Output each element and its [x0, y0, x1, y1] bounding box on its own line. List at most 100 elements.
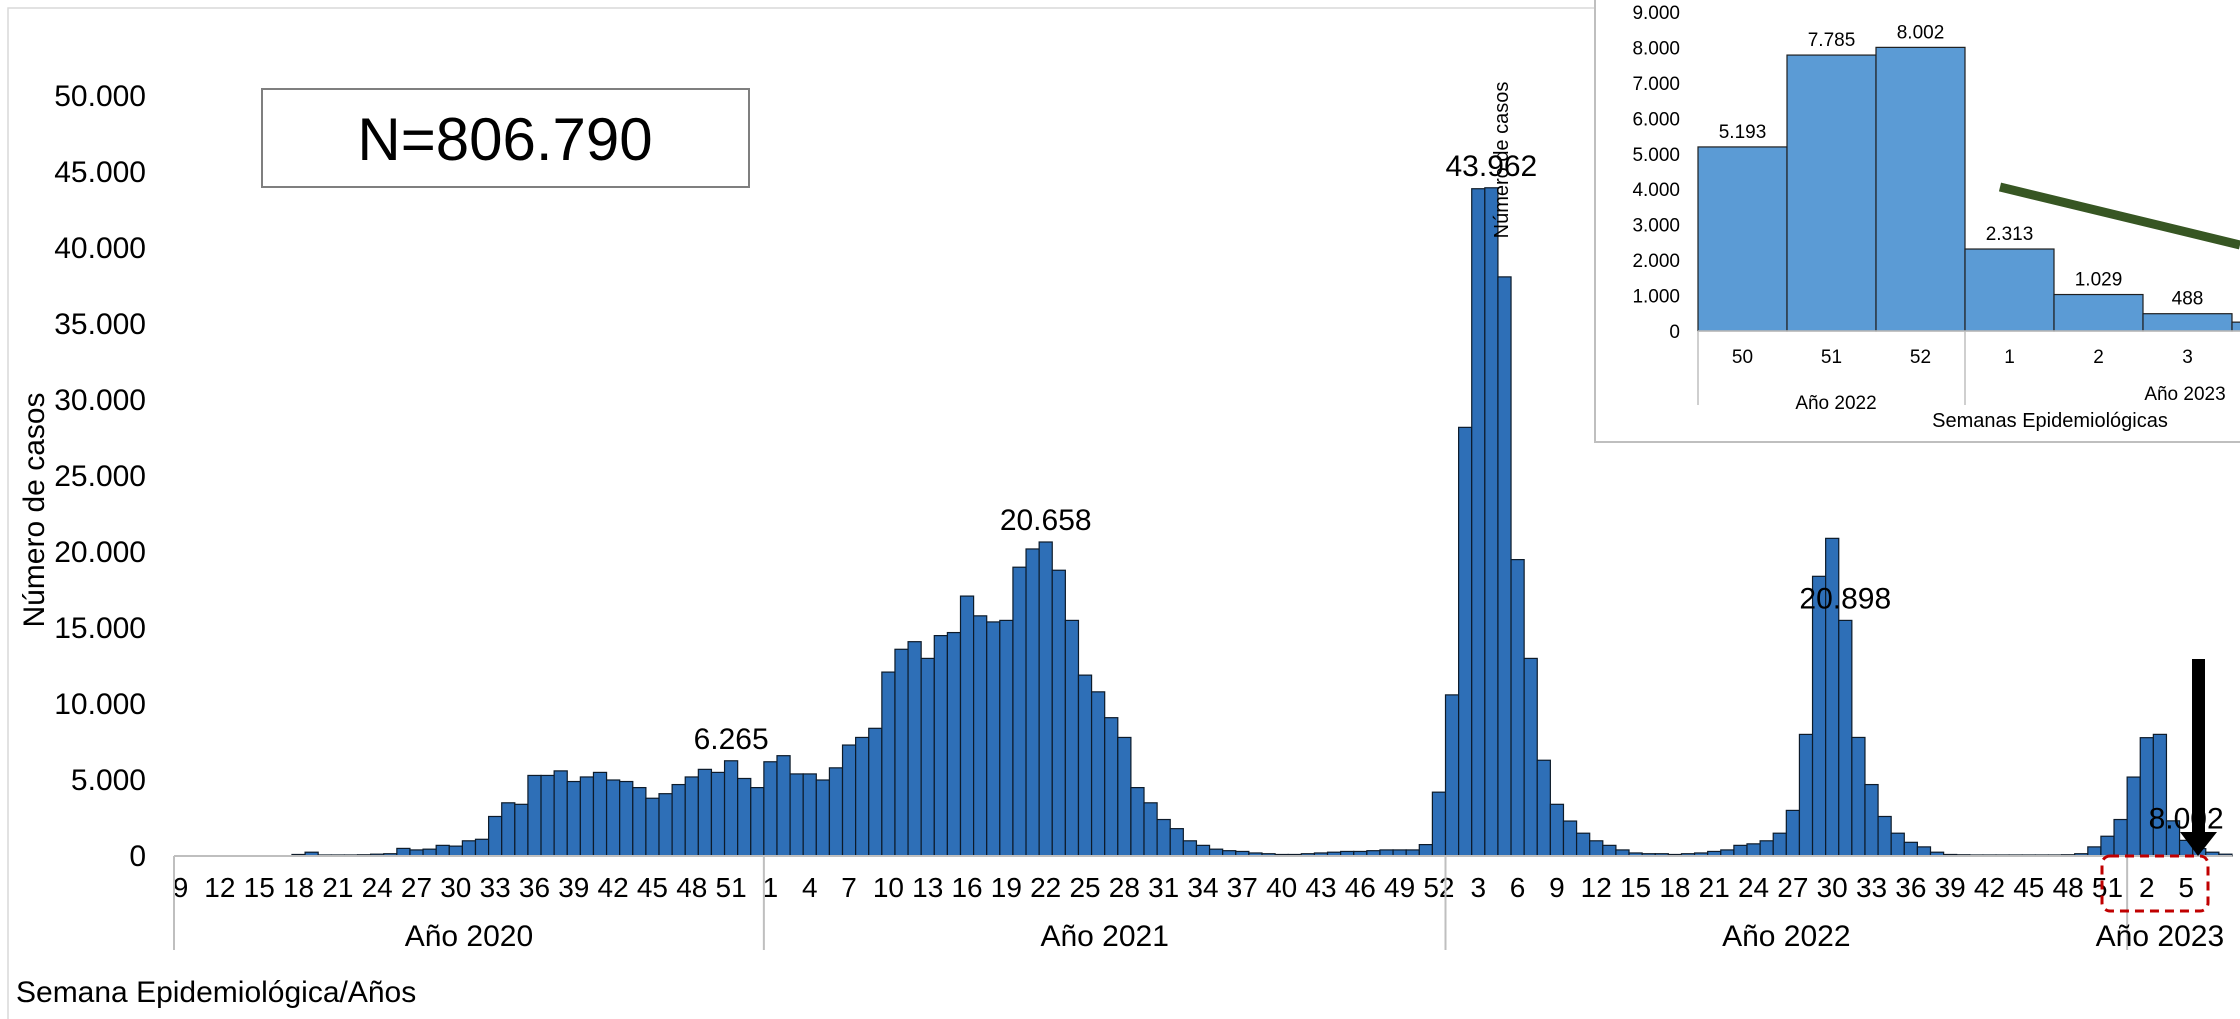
main-bar: [1811, 575, 1827, 857]
main-bar: [1208, 848, 1224, 857]
main-bar: [527, 774, 542, 857]
main-bar: [815, 779, 831, 857]
main-x-tick-label: 18: [1659, 872, 1690, 903]
main-x-tick-label: 36: [1895, 872, 1926, 903]
main-y-tick-label: 45.000: [54, 156, 146, 189]
main-bar: [737, 777, 752, 857]
main-bar: [1012, 566, 1027, 857]
main-bar: [1077, 674, 1093, 857]
main-bar: [671, 783, 686, 857]
main-bar: [710, 771, 726, 857]
inset-x-axis-title: Semanas Epidemiológicas: [1932, 410, 2168, 432]
main-bar: [592, 771, 608, 857]
main-bar: [632, 786, 647, 857]
main-x-tick-label: 2: [2139, 872, 2155, 903]
main-bar: [645, 797, 660, 857]
main-bar: [1169, 828, 1184, 857]
main-x-tick-label: 5: [2178, 872, 2194, 903]
inset-year-label: Año 2022: [1795, 393, 1876, 414]
inset-x-tick-label: 1: [2004, 347, 2015, 368]
inset-data-label: 7.785: [1808, 30, 1856, 51]
main-bar: [1759, 840, 1774, 857]
main-bar: [933, 634, 948, 857]
inset-y-tick-label: 5.000: [1632, 145, 1680, 166]
main-y-tick-label: 10.000: [54, 688, 146, 721]
main-x-tick-label: 19: [991, 872, 1022, 903]
inset-bar: [1697, 146, 1788, 332]
main-bar: [2087, 846, 2102, 857]
main-bar: [514, 803, 529, 857]
main-bar: [881, 671, 896, 857]
main-x-tick-label: 25: [1069, 872, 1100, 903]
main-x-tick-label: 46: [1345, 872, 1376, 903]
main-x-tick-label: 21: [322, 872, 353, 903]
inset-y-tick-label: 2.000: [1632, 251, 1680, 272]
main-bar: [763, 761, 778, 857]
main-data-label: 43.962: [1445, 150, 1537, 183]
inset-y-tick-label: 7.000: [1632, 74, 1680, 95]
main-x-tick-label: 45: [637, 872, 668, 903]
main-x-tick-label: 39: [1935, 872, 1966, 903]
main-x-tick-label: 30: [1817, 872, 1848, 903]
main-y-tick-label: 35.000: [54, 308, 146, 341]
main-bar: [605, 779, 621, 857]
main-bar: [1051, 569, 1066, 857]
main-bar: [1497, 276, 1512, 857]
main-x-tick-label: 28: [1109, 872, 1140, 903]
main-data-labels: 6.265 20.658 43.962 20.898 8.002: [694, 150, 2224, 836]
main-x-tick-label: 12: [204, 872, 235, 903]
main-x-tick-label: 18: [283, 872, 314, 903]
inset-data-label: 1.029: [2075, 270, 2123, 291]
main-x-tick-label: 15: [1620, 872, 1651, 903]
main-bar: [1156, 818, 1171, 857]
main-y-tick-label: 0: [129, 840, 146, 873]
main-bar: [1431, 791, 1447, 857]
main-x-tick-label: 27: [401, 872, 432, 903]
inset-data-labels: 5.193 7.785 8.002 2.313 1.029 488: [1719, 22, 2204, 309]
main-bar: [474, 838, 490, 857]
main-x-tick-label: 48: [2053, 872, 2084, 903]
main-x-tick-label: 36: [519, 872, 550, 903]
main-x-axis: 9 12 15 18 21 24 27 30 33 36 39 42 45 48 51 1 4 7 10 13 16 19…: [173, 872, 2194, 903]
main-year-label: Año 2020: [405, 920, 533, 953]
main-x-tick-label: 45: [2013, 872, 2044, 903]
main-x-tick-label: 4: [802, 872, 818, 903]
main-data-label: 6.265: [694, 723, 769, 756]
inset-x-tick-label: 52: [1910, 347, 1931, 368]
main-x-tick-label: 12: [1581, 872, 1612, 903]
main-data-label: 20.658: [1000, 504, 1092, 537]
inset-y-tick-label: 0: [1669, 322, 1680, 343]
inset-y-axis-title: Número de casos: [1491, 82, 1513, 239]
main-bar: [1890, 832, 1905, 857]
main-bar: [1471, 188, 1486, 857]
inset-chart: 0 1.000 2.000 3.000 4.000 5.000 6.000 7.000 8.00…: [1491, 0, 2240, 443]
main-x-tick-label: 42: [598, 872, 629, 903]
inset-bar: [2142, 313, 2233, 332]
main-x-tick-label: 33: [1856, 872, 1887, 903]
main-x-tick-label: 52: [1423, 872, 1454, 903]
main-x-tick-label: 51: [2092, 872, 2123, 903]
main-x-axis-title: Semana Epidemiológica/Años: [16, 976, 416, 1009]
main-x-tick-label: 10: [873, 872, 904, 903]
main-bar: [1851, 736, 1866, 857]
main-x-tick-label: 22: [1030, 872, 1061, 903]
main-bar: [461, 840, 477, 857]
main-bar: [999, 619, 1014, 857]
main-bar: [487, 815, 503, 857]
inset-x-tick-label: 50: [1732, 347, 1753, 368]
inset-y-tick-label: 6.000: [1632, 109, 1680, 130]
inset-year-groups: Año 2022 Año 2023: [1697, 331, 2226, 414]
inset-data-label: 8.002: [1897, 22, 1945, 43]
main-x-tick-label: 9: [173, 872, 189, 903]
inset-y-axis: 0 1.000 2.000 3.000 4.000 5.000 6.000 7.000 8.00…: [1632, 3, 1680, 343]
main-bar: [540, 774, 555, 857]
main-bar: [1798, 733, 1814, 857]
main-bar: [1562, 820, 1578, 857]
main-x-tick-label: 3: [1470, 872, 1486, 903]
main-x-tick-label: 37: [1227, 872, 1258, 903]
main-bar: [553, 770, 568, 857]
black-down-arrow: [2180, 659, 2217, 856]
main-y-tick-label: 5.000: [71, 764, 146, 797]
main-x-tick-label: 34: [1187, 872, 1218, 903]
